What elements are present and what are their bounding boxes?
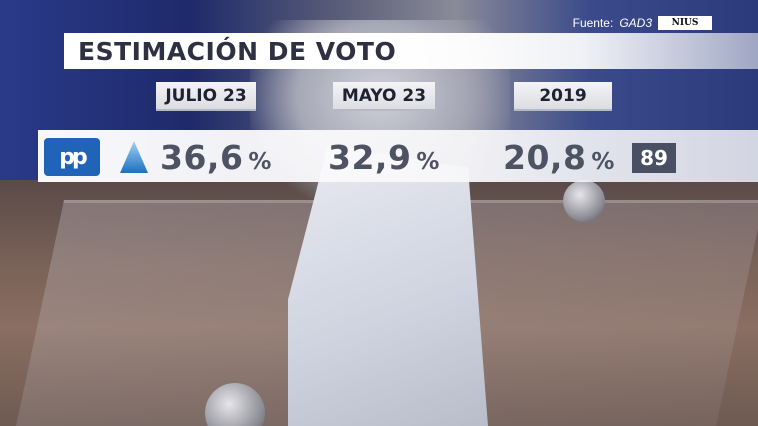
seats-badge: 89: [632, 143, 676, 173]
value-unit: %: [416, 149, 440, 175]
source-credit: Fuente: GAD3 NIUS: [573, 16, 712, 30]
party-logo-text: pp: [59, 144, 87, 170]
ballot-box-knob: [205, 383, 265, 426]
value-number: 36,6: [160, 138, 244, 177]
value-unit: %: [248, 149, 272, 175]
value-unit: %: [591, 149, 615, 175]
page-title: ESTIMACIÓN DE VOTO: [78, 37, 397, 66]
ballot-envelope: [288, 145, 488, 426]
value-number: 32,9: [328, 138, 412, 177]
source-label: Fuente:: [572, 16, 614, 30]
value-number: 20,8: [503, 138, 587, 177]
nius-logo-text: NIUS: [671, 18, 699, 28]
ballot-box-knob: [563, 180, 605, 222]
pp-party-logo: pp: [44, 138, 100, 176]
title-bar: [64, 33, 758, 69]
value-2019: 20,8%: [503, 138, 614, 177]
up-triangle-icon: [120, 141, 148, 173]
column-header-mayo-23: MAYO 23: [333, 82, 435, 111]
nius-logo: NIUS: [658, 16, 712, 30]
value-mayo-23: 32,9%: [328, 138, 439, 177]
column-header-2019: 2019: [514, 82, 612, 111]
source-name: GAD3: [619, 16, 652, 30]
value-julio-23: 36,6%: [160, 138, 271, 177]
column-header-julio-23: JULIO 23: [156, 82, 256, 111]
